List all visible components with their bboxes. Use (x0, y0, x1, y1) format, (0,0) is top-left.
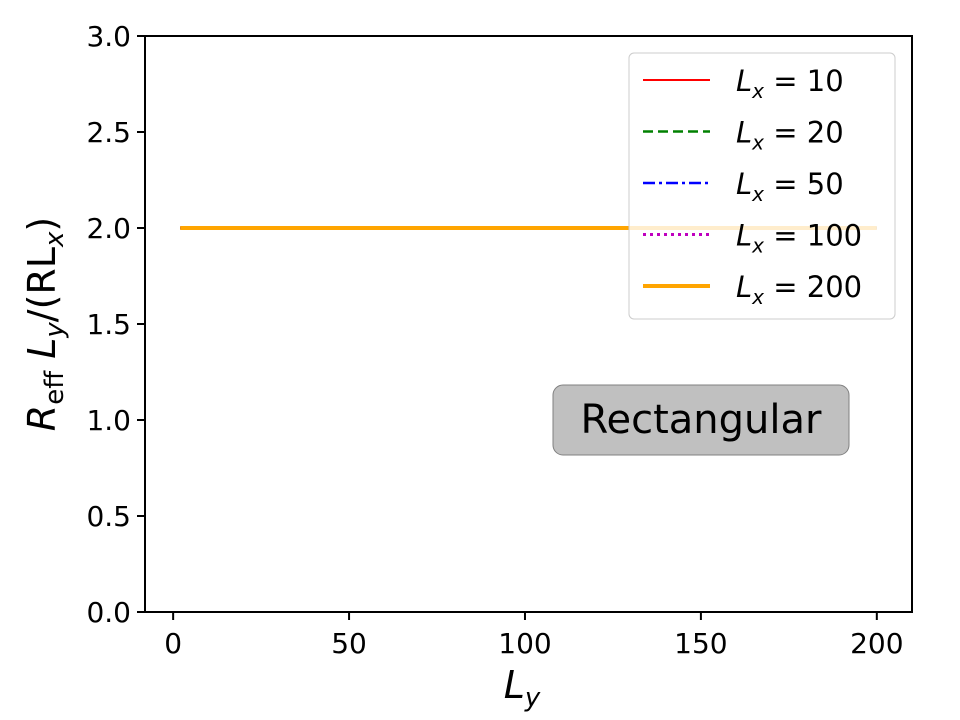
annotation: Rectangular (552, 384, 850, 456)
x-tick-label: 200 (850, 627, 903, 660)
y-tick-label: 3.0 (86, 20, 131, 53)
x-axis-label: Ly (504, 663, 541, 713)
legend-label-2: Lx = 20 (736, 116, 844, 155)
y-axis-label: Reff Ly/(RLx) (20, 217, 70, 431)
legend-box (628, 52, 896, 320)
legend-entries: Lx = 10 Lx = 20 Lx = 50 Lx = 100 Lx = 200 (643, 64, 862, 309)
legend-label-1: Lx = 10 (736, 64, 844, 103)
y-tick-label: 1.0 (86, 404, 131, 437)
y-tick-label: 2.5 (86, 116, 131, 149)
plot-frame (144, 35, 913, 613)
y-tick-label: 2.0 (86, 212, 131, 245)
legend-label-4: Lx = 100 (736, 219, 862, 258)
x-tick-label: 50 (331, 627, 367, 660)
y-tick-label: 1.5 (86, 308, 131, 341)
annotation-box (552, 384, 850, 456)
y-tick-label: 0.5 (86, 500, 131, 533)
y-tick-label: 0.0 (86, 596, 131, 629)
x-tick-label: 150 (674, 627, 727, 660)
x-ticks: 0 50 100 150 200 (164, 612, 904, 660)
legend-label-3: Lx = 50 (736, 167, 844, 206)
annotation-text: Rectangular (581, 397, 823, 443)
legend: Lx = 10 Lx = 20 Lx = 50 Lx = 100 Lx = 200 (628, 52, 896, 320)
legend-label-5: Lx = 200 (736, 270, 862, 309)
x-tick-label: 0 (164, 627, 182, 660)
y-ticks: 0.0 0.5 1.0 1.5 2.0 2.5 3.0 (86, 20, 145, 629)
x-tick-label: 100 (498, 627, 551, 660)
